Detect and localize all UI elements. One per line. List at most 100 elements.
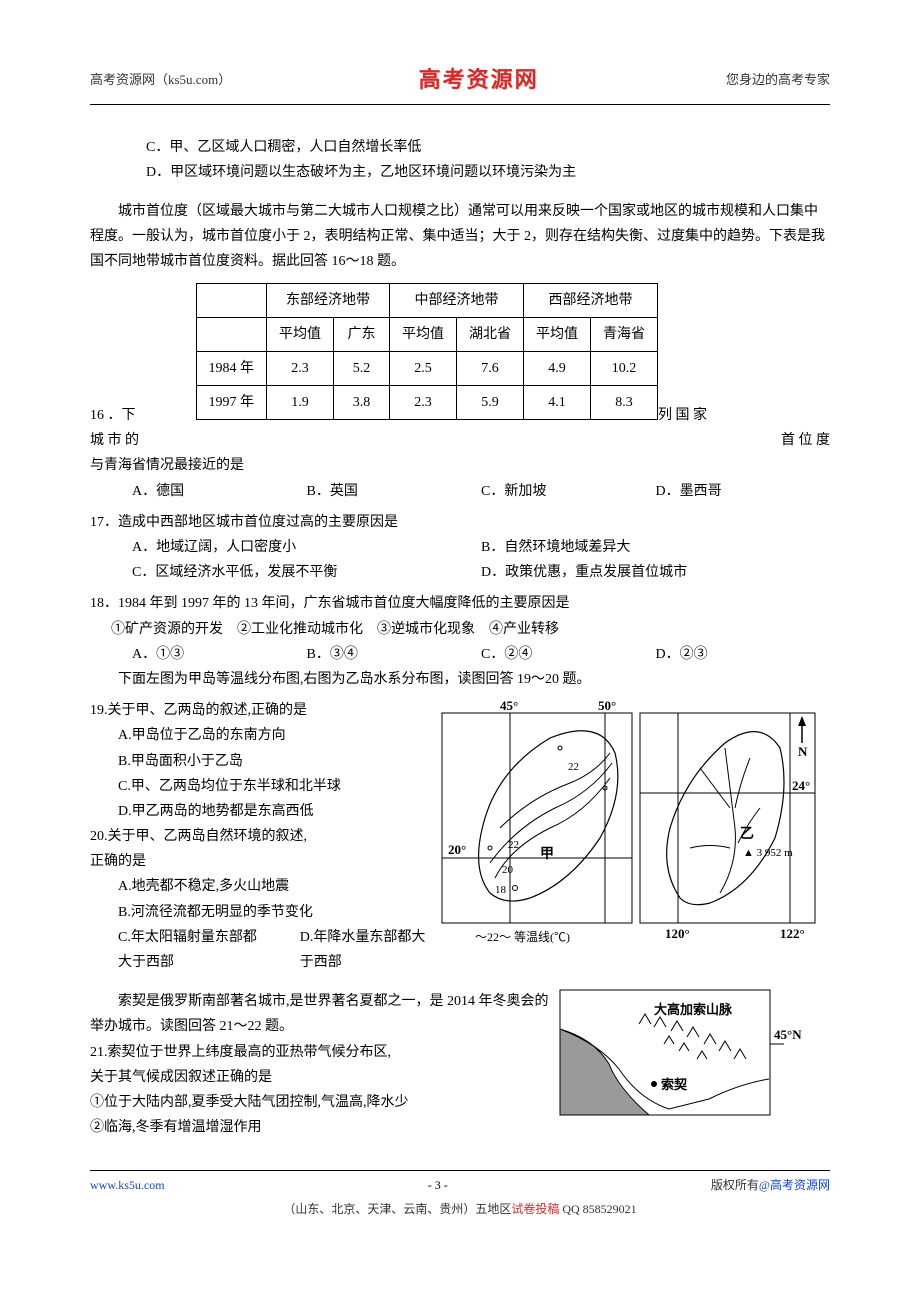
th-blank bbox=[196, 283, 267, 317]
th-blank2 bbox=[196, 317, 267, 351]
q18-stem: 18．1984 年到 1997 年的 13 年间，广东省城市首位度大幅度降低的主… bbox=[90, 591, 830, 616]
yr-1997: 1997 年 bbox=[196, 386, 267, 420]
cell: 1.9 bbox=[267, 386, 334, 420]
th-avg3: 平均值 bbox=[524, 317, 591, 351]
north-icon: N bbox=[798, 744, 808, 759]
passage-1: 城市首位度（区域最大城市与第二大城市人口规模之比）通常可以用来反映一个国家或地区… bbox=[90, 199, 830, 275]
th-avg1: 平均值 bbox=[267, 317, 334, 351]
footer2-tail: QQ 858529021 bbox=[559, 1202, 636, 1216]
legend-iso: 〜22〜 等温线(℃) bbox=[475, 930, 570, 944]
maps-container: 45° 50° 20° 18 20 22 22 甲 〜22〜 等温线(℃) bbox=[440, 698, 830, 975]
footer-url[interactable]: www.ks5u.com bbox=[90, 1175, 165, 1197]
iso22a: 22 bbox=[508, 839, 519, 851]
iso22b: 22 bbox=[568, 761, 579, 773]
lat-20: 20° bbox=[448, 842, 466, 857]
cell: 2.3 bbox=[390, 386, 457, 420]
th-mid: 中部经济地带 bbox=[390, 283, 524, 317]
th-avg2: 平均值 bbox=[390, 317, 457, 351]
q19-b: B.甲岛面积小于乙岛 bbox=[90, 749, 430, 774]
iso18: 18 bbox=[495, 884, 507, 896]
footer2-red: 试卷投稿 bbox=[511, 1202, 559, 1216]
q17-b: B．自然环境地域差异大 bbox=[481, 535, 830, 560]
q16-d: D．墨西哥 bbox=[656, 479, 831, 504]
q18-a: A．①③ bbox=[132, 642, 307, 667]
q17-a: A．地域辽阔，人口密度小 bbox=[132, 535, 481, 560]
islands-map: 45° 50° 20° 18 20 22 22 甲 〜22〜 等温线(℃) bbox=[440, 698, 820, 948]
q20-stem2: 正确的是 bbox=[90, 849, 430, 874]
q20-stem: 20.关于甲、乙两岛自然环境的叙述, bbox=[90, 824, 430, 849]
q18-d: D．②③ bbox=[656, 642, 831, 667]
th-qh: 青海省 bbox=[591, 317, 658, 351]
q16-line2a: 城 市 的 bbox=[90, 428, 139, 453]
lon-120: 120° bbox=[665, 926, 690, 941]
sochi-map: 大高加索山脉 索契 45°N bbox=[559, 989, 830, 1119]
q16-options: A．德国 B．英国 C．新加坡 D．墨西哥 bbox=[90, 479, 830, 504]
q18: 18．1984 年到 1997 年的 13 年间，广东省城市首位度大幅度降低的主… bbox=[90, 591, 830, 667]
q19-stem: 19.关于甲、乙两岛的叙述,正确的是 bbox=[90, 698, 430, 723]
sochi-dot bbox=[651, 1081, 657, 1087]
cell: 5.9 bbox=[457, 386, 524, 420]
q16-b: B．英国 bbox=[307, 479, 482, 504]
q19-d: D.甲乙两岛的地势都是东高西低 bbox=[90, 799, 430, 824]
q17-c: C．区域经济水平低，发展不平衡 bbox=[132, 560, 481, 585]
q17-row2: C．区域经济水平低，发展不平衡 D．政策优惠，重点发展首位城市 bbox=[90, 560, 830, 585]
option-c: C．甲、乙区域人口稠密，人口自然增长率低 bbox=[90, 135, 830, 160]
cell: 2.3 bbox=[267, 351, 334, 385]
page-header: 高考资源网（ks5u.com） 高考资源网 您身边的高考专家 bbox=[90, 60, 830, 105]
q19-q20-block: 19.关于甲、乙两岛的叙述,正确的是 A.甲岛位于乙岛的东南方向 B.甲岛面积小… bbox=[90, 698, 830, 975]
table-row-wrap: 16 ．下 东部经济地带 中部经济地带 西部经济地带 平均值 广东 平均值 湖北… bbox=[90, 275, 830, 429]
primacy-table: 东部经济地带 中部经济地带 西部经济地带 平均值 广东 平均值 湖北省 平均值 … bbox=[196, 283, 659, 421]
q21-line2: 关于其气候成因叙述正确的是 bbox=[90, 1065, 549, 1090]
q16-line2b: 首 位 度 bbox=[781, 428, 830, 453]
q16-line3: 与青海省情况最接近的是 bbox=[90, 453, 830, 478]
prev-question-options: C．甲、乙区域人口稠密，人口自然增长率低 D．甲区域环境问题以生态破坏为主，乙地… bbox=[90, 135, 830, 185]
footer2-pre: （山东、北京、天津、云南、贵州）五地区 bbox=[283, 1202, 511, 1216]
q17-stem: 17．造成中西部地区城市首位度过高的主要原因是 bbox=[90, 510, 830, 535]
mountain-label: 大高加索山脉 bbox=[654, 1002, 733, 1017]
footer-right: 版权所有@高考资源网 bbox=[711, 1175, 830, 1197]
cell: 7.6 bbox=[457, 351, 524, 385]
table-row: 1997 年 1.9 3.8 2.3 5.9 4.1 8.3 bbox=[196, 386, 658, 420]
q16-line2: 城 市 的 首 位 度 bbox=[90, 428, 830, 453]
q18-b: B．③④ bbox=[307, 642, 482, 667]
cell: 2.5 bbox=[390, 351, 457, 385]
q19-c: C.甲、乙两岛均位于东半球和北半球 bbox=[90, 774, 430, 799]
cell: 10.2 bbox=[591, 351, 658, 385]
lon-45: 45° bbox=[500, 698, 518, 713]
q20-b: B.河流径流都无明显的季节变化 bbox=[90, 900, 430, 925]
lat-45n: 45°N bbox=[774, 1027, 802, 1042]
cell: 4.1 bbox=[524, 386, 591, 420]
q18-options: A．①③ B．③④ C．②④ D．②③ bbox=[90, 642, 830, 667]
sochi-label: 索契 bbox=[661, 1077, 688, 1092]
cell: 4.9 bbox=[524, 351, 591, 385]
q21-opt2: ②临海,冬季有增温增湿作用 bbox=[90, 1115, 549, 1140]
footer-line2: （山东、北京、天津、云南、贵州）五地区试卷投稿 QQ 858529021 bbox=[90, 1199, 830, 1221]
q16-a: A．德国 bbox=[132, 479, 307, 504]
header-right: 您身边的高考专家 bbox=[726, 68, 830, 91]
label-yi: 乙 bbox=[740, 826, 754, 842]
q21-opt1: ①位于大陆内部,夏季受大陆气团控制,气温高,降水少 bbox=[90, 1090, 549, 1115]
cell: 8.3 bbox=[591, 386, 658, 420]
option-d: D．甲区域环境问题以生态破坏为主，乙地区环境问题以环境污染为主 bbox=[90, 160, 830, 185]
q18-line2: ①矿产资源的开发 ②工业化推动城市化 ③逆城市化现象 ④产业转移 bbox=[90, 617, 830, 642]
sochi-block: 索契是俄罗斯南部著名城市,是世界著名夏都之一，是 2014 年冬奥会的举办城市。… bbox=[90, 989, 830, 1140]
q17: 17．造成中西部地区城市首位度过高的主要原因是 A．地域辽阔，人口密度小 B．自… bbox=[90, 510, 830, 586]
q18-c: C．②④ bbox=[481, 642, 656, 667]
header-logo-text: 高考资源网 bbox=[419, 60, 539, 100]
th-west: 西部经济地带 bbox=[524, 283, 658, 317]
q16-c: C．新加坡 bbox=[481, 479, 656, 504]
q16-lead: 16 ．下 bbox=[90, 403, 136, 428]
yr-1984: 1984 年 bbox=[196, 351, 267, 385]
q20-a: A.地壳都不稳定,多火山地震 bbox=[90, 874, 430, 899]
page-footer: www.ks5u.com - 3 - 版权所有@高考资源网 bbox=[90, 1170, 830, 1197]
q19-a: A.甲岛位于乙岛的东南方向 bbox=[90, 723, 430, 748]
cell: 5.2 bbox=[334, 351, 390, 385]
q19-left-col: 19.关于甲、乙两岛的叙述,正确的是 A.甲岛位于乙岛的东南方向 B.甲岛面积小… bbox=[90, 698, 430, 975]
q17-d: D．政策优惠，重点发展首位城市 bbox=[481, 560, 830, 585]
q20-c: C.年太阳辐射量东部都大于西部 bbox=[90, 925, 270, 975]
footer-right-link[interactable]: @高考资源网 bbox=[759, 1178, 830, 1192]
table-row: 1984 年 2.3 5.2 2.5 7.6 4.9 10.2 bbox=[196, 351, 658, 385]
footer-page: - 3 - bbox=[428, 1175, 448, 1197]
sochi-svg: 大高加索山脉 索契 45°N bbox=[559, 989, 809, 1119]
header-left: 高考资源网（ks5u.com） bbox=[90, 68, 231, 91]
